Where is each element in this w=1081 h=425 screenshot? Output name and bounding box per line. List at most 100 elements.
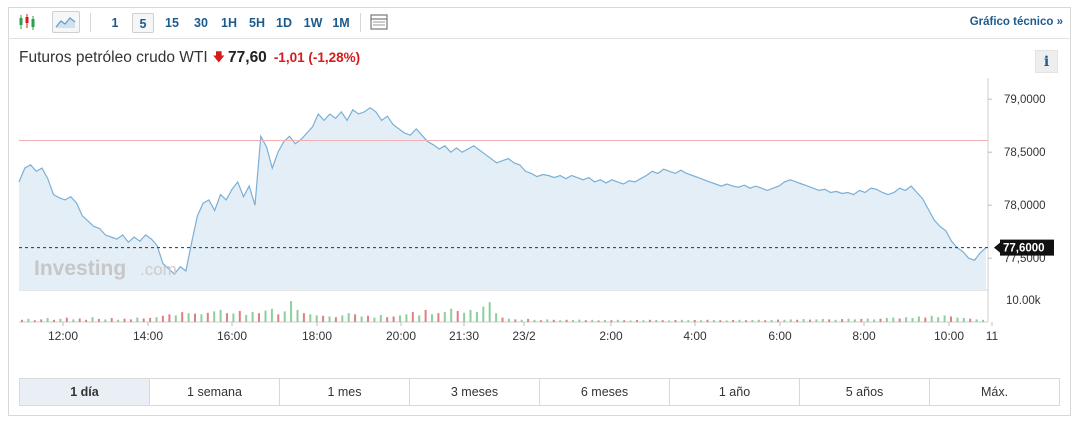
volume-bar: [527, 318, 530, 322]
x-tick-label: 14:00: [133, 329, 163, 343]
interval-button-30[interactable]: 30: [194, 16, 208, 30]
period-tab[interactable]: 1 mes: [280, 379, 410, 405]
volume-bar: [123, 318, 126, 322]
x-tick-label: 4:00: [683, 329, 707, 343]
volume-bar: [277, 314, 280, 322]
current-price-label-bg: [1000, 239, 1054, 256]
volume-bar: [591, 319, 594, 322]
volume-bar: [392, 316, 395, 322]
volume-bar: [354, 314, 357, 322]
volume-bar: [956, 317, 959, 322]
interval-button-1[interactable]: 1: [111, 16, 119, 30]
period-tab[interactable]: 1 semana: [150, 379, 280, 405]
volume-bar: [181, 312, 184, 322]
chart-toolbar: 1 5 15 30 1H 5H 1D 1W 1M Gráfico técnico »: [8, 7, 1071, 39]
interval-button-1d[interactable]: 1D: [276, 16, 292, 30]
info-button[interactable]: i: [1035, 50, 1058, 73]
volume-bar: [937, 317, 940, 322]
period-tab[interactable]: 1 año: [670, 379, 800, 405]
volume-bar: [443, 312, 446, 322]
volume-bar: [597, 320, 600, 322]
volume-bar: [411, 312, 414, 322]
volume-bar: [885, 318, 888, 322]
volume-bar: [732, 320, 735, 322]
interval-button-5[interactable]: 5: [132, 13, 154, 33]
volume-bar: [367, 315, 369, 322]
volume-bar: [751, 320, 754, 322]
volume-bar: [149, 318, 152, 322]
volume-bar: [475, 312, 478, 322]
volume-bar: [572, 320, 574, 322]
volume-bar: [129, 319, 132, 322]
x-tick-label: 21:30: [449, 329, 479, 343]
volume-bar: [745, 320, 747, 322]
interval-button-5h[interactable]: 5H: [249, 16, 265, 30]
volume-bar: [559, 320, 562, 322]
technical-chart-link[interactable]: Gráfico técnico »: [969, 16, 1063, 28]
volume-bar: [456, 311, 459, 322]
volume-bar: [258, 313, 260, 322]
x-tick-label: 23/2: [512, 329, 536, 343]
volume-bar: [975, 319, 978, 322]
volume-bar: [668, 320, 671, 322]
interval-button-1h[interactable]: 1H: [221, 16, 237, 30]
volume-bar: [905, 317, 908, 322]
table-icon[interactable]: [369, 12, 389, 32]
x-tick-label: 11: [986, 329, 999, 343]
volume-bar: [405, 314, 408, 322]
volume-bar: [533, 319, 536, 322]
interval-button-15[interactable]: 15: [165, 16, 179, 30]
candlestick-icon[interactable]: [18, 12, 38, 32]
volume-bar: [655, 320, 658, 322]
x-tick-label: 10:00: [934, 329, 964, 343]
volume-bar: [161, 315, 164, 322]
x-tick-label: 20:00: [386, 329, 416, 343]
volume-bar: [700, 320, 703, 322]
volume-bar: [334, 317, 337, 322]
period-tab[interactable]: 3 meses: [410, 379, 540, 405]
volume-bar: [315, 315, 318, 322]
volume-bar: [251, 312, 254, 322]
volume-bar: [514, 319, 517, 322]
watermark-brand: Investing: [34, 257, 126, 280]
volume-bar: [65, 317, 68, 322]
volume-bar: [770, 320, 773, 322]
instrument-header: Futuros petróleo crudo WTI 🡇 77,60 -1,01 (-…: [19, 49, 360, 70]
period-tab[interactable]: 6 meses: [540, 379, 670, 405]
volume-bar: [194, 313, 196, 322]
period-tab[interactable]: 1 día: [20, 379, 150, 405]
volume-bar: [155, 317, 158, 322]
volume-bar: [33, 320, 36, 322]
volume-bar: [91, 317, 94, 322]
volume-bar: [507, 318, 510, 322]
volume-bar: [309, 314, 312, 322]
volume-bar: [46, 318, 49, 322]
period-tab[interactable]: 5 años: [800, 379, 930, 405]
volume-bar: [27, 318, 30, 322]
volume-bar: [892, 317, 895, 322]
volume-bar: [834, 319, 837, 322]
volume-bar: [841, 319, 844, 322]
change-value: -1,01: [273, 50, 305, 65]
x-tick-label: 6:00: [768, 329, 792, 343]
volume-bar: [296, 309, 299, 322]
y-tick-label: 78,0000: [1004, 200, 1046, 212]
volume-bar: [847, 318, 850, 322]
volume-bar: [578, 319, 581, 322]
volume-bar: [642, 320, 645, 322]
volume-bar: [982, 319, 984, 322]
toolbar-separator: [90, 13, 91, 32]
volume-bar: [187, 313, 190, 322]
volume-bar: [828, 319, 831, 322]
period-tab[interactable]: Máx.: [980, 385, 1009, 399]
price-chart[interactable]: Investing .com 79,0000 78,5000 78,0000 77,5…: [0, 0, 1081, 378]
interval-button-1m[interactable]: 1M: [332, 16, 350, 30]
down-arrow-icon: 🡇: [212, 50, 226, 64]
area-chart-button[interactable]: [52, 11, 80, 33]
volume-bar: [290, 301, 293, 322]
interval-button-1w[interactable]: 1W: [303, 16, 323, 30]
volume-bar: [373, 317, 376, 322]
volume-bar: [437, 313, 440, 322]
volume-bar: [238, 311, 241, 322]
volume-bar: [969, 318, 972, 322]
